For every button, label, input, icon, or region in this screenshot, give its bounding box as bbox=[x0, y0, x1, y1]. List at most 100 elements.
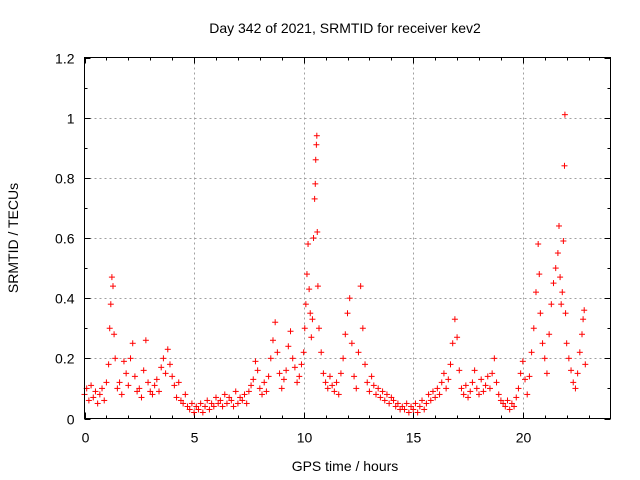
y-tick-label: 1.2 bbox=[55, 51, 75, 67]
y-tick-label: 0.8 bbox=[55, 171, 75, 187]
data-point bbox=[329, 382, 336, 389]
data-point bbox=[331, 388, 338, 395]
data-point bbox=[497, 397, 504, 404]
data-point bbox=[301, 325, 308, 332]
data-point bbox=[561, 111, 568, 118]
data-point bbox=[337, 370, 344, 377]
data-point bbox=[85, 397, 92, 404]
data-point bbox=[557, 274, 564, 281]
data-point bbox=[416, 403, 423, 410]
data-point bbox=[120, 358, 127, 365]
data-point bbox=[312, 180, 319, 187]
data-point bbox=[180, 400, 187, 407]
data-point bbox=[581, 307, 588, 314]
x-axis-label: GPS time / hours bbox=[292, 458, 399, 474]
data-point bbox=[94, 400, 101, 407]
data-point bbox=[261, 379, 268, 386]
data-point bbox=[394, 400, 401, 407]
data-point bbox=[565, 355, 572, 362]
data-point bbox=[541, 355, 548, 362]
data-point bbox=[368, 373, 375, 380]
data-point bbox=[213, 394, 219, 401]
data-point bbox=[526, 373, 533, 380]
data-point bbox=[495, 391, 502, 398]
data-point bbox=[223, 400, 230, 407]
data-point bbox=[471, 367, 478, 374]
data-point bbox=[206, 406, 213, 413]
data-point bbox=[300, 349, 307, 356]
data-point bbox=[127, 355, 134, 362]
data-point bbox=[296, 373, 303, 380]
data-point bbox=[186, 406, 193, 413]
data-point bbox=[136, 385, 143, 392]
data-point bbox=[511, 403, 518, 410]
data-point bbox=[234, 400, 241, 407]
data-point bbox=[313, 141, 320, 148]
data-point bbox=[298, 361, 305, 368]
data-point bbox=[552, 265, 559, 272]
data-point bbox=[462, 382, 469, 389]
data-point bbox=[344, 310, 351, 317]
data-point bbox=[219, 403, 226, 410]
data-point bbox=[482, 382, 489, 389]
data-point bbox=[377, 394, 384, 401]
data-point bbox=[449, 340, 456, 347]
data-point bbox=[162, 370, 169, 377]
x-tick-label: 0 bbox=[82, 430, 90, 446]
data-point bbox=[274, 349, 281, 356]
data-point bbox=[456, 367, 463, 374]
data-point bbox=[175, 379, 182, 386]
data-point bbox=[568, 367, 575, 374]
data-point bbox=[239, 397, 246, 404]
data-point bbox=[504, 397, 511, 404]
data-point bbox=[309, 316, 316, 323]
data-point bbox=[101, 397, 108, 404]
data-point bbox=[524, 391, 531, 398]
data-point bbox=[528, 349, 535, 356]
data-point bbox=[451, 316, 458, 323]
y-tick-label: 0 bbox=[67, 412, 75, 428]
data-point bbox=[489, 370, 496, 377]
data-point bbox=[142, 337, 149, 344]
data-point bbox=[480, 388, 487, 395]
data-point bbox=[202, 403, 209, 410]
data-point bbox=[322, 379, 329, 386]
data-point bbox=[254, 367, 261, 374]
data-point bbox=[248, 382, 255, 389]
data-point bbox=[348, 340, 355, 347]
data-point bbox=[171, 382, 178, 389]
data-point bbox=[314, 283, 321, 290]
data-point bbox=[107, 301, 114, 308]
data-point bbox=[106, 325, 113, 332]
data-point bbox=[245, 388, 252, 395]
data-point bbox=[151, 382, 158, 389]
data-point bbox=[445, 376, 452, 383]
data-point bbox=[228, 397, 235, 404]
data-point bbox=[230, 403, 237, 410]
data-point bbox=[326, 373, 333, 380]
data-point bbox=[351, 373, 358, 380]
data-point bbox=[140, 367, 147, 374]
data-point bbox=[562, 310, 569, 317]
data-point bbox=[324, 385, 331, 392]
data-point bbox=[340, 355, 347, 362]
data-point bbox=[103, 379, 110, 386]
data-point bbox=[217, 397, 224, 404]
chart-title: Day 342 of 2021, SRMTID for receiver kev… bbox=[209, 20, 481, 36]
data-point bbox=[259, 391, 266, 398]
data-point bbox=[359, 325, 366, 332]
data-point bbox=[111, 331, 118, 338]
data-point bbox=[535, 241, 542, 248]
data-point bbox=[177, 397, 184, 404]
data-point bbox=[267, 355, 274, 362]
data-point bbox=[210, 403, 217, 410]
data-point bbox=[184, 403, 191, 410]
data-point bbox=[563, 340, 570, 347]
data-point bbox=[156, 388, 163, 395]
data-point bbox=[182, 391, 189, 398]
data-point bbox=[476, 391, 482, 398]
data-point bbox=[515, 385, 522, 392]
x-tick-label: 10 bbox=[297, 430, 313, 446]
data-point bbox=[243, 400, 250, 407]
data-point bbox=[90, 394, 97, 401]
